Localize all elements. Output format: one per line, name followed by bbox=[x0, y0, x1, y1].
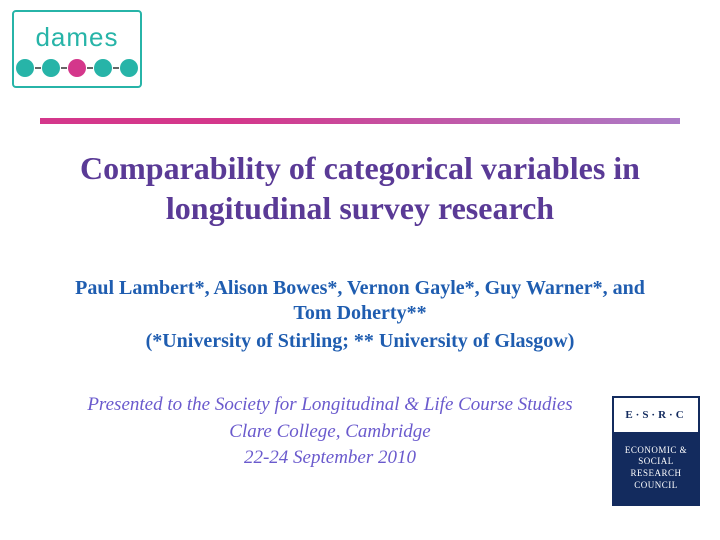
logo-connector bbox=[35, 67, 41, 69]
logo-connector bbox=[87, 67, 93, 69]
authors-line: Paul Lambert*, Alison Bowes*, Vernon Gay… bbox=[70, 276, 650, 326]
affiliation-line: (*University of Stirling; ** University … bbox=[70, 330, 650, 353]
venue-line-1: Presented to the Society for Longitudina… bbox=[60, 392, 600, 419]
logo-connector bbox=[61, 67, 67, 69]
logo-dot-5 bbox=[120, 59, 138, 77]
logo-dot-1 bbox=[16, 59, 34, 77]
venue-line-3: 22-24 September 2010 bbox=[60, 445, 600, 472]
logo-dots-row bbox=[15, 59, 139, 77]
slide-title: Comparability of categorical variables i… bbox=[40, 148, 680, 228]
esrc-bottom-text: ECONOMIC & SOCIAL RESEARCH COUNCIL bbox=[614, 432, 698, 504]
dames-logo: dames bbox=[12, 10, 142, 88]
horizontal-divider bbox=[40, 118, 680, 124]
logo-dot-4 bbox=[94, 59, 112, 77]
logo-dot-2 bbox=[42, 59, 60, 77]
logo-text: dames bbox=[35, 22, 118, 53]
esrc-top-text: E·S·R·C bbox=[614, 398, 698, 432]
venue-line-2: Clare College, Cambridge bbox=[60, 419, 600, 446]
logo-connector bbox=[113, 67, 119, 69]
esrc-logo: E·S·R·C ECONOMIC & SOCIAL RESEARCH COUNC… bbox=[612, 396, 700, 506]
logo-dot-3 bbox=[68, 59, 86, 77]
venue-block: Presented to the Society for Longitudina… bbox=[60, 392, 600, 472]
